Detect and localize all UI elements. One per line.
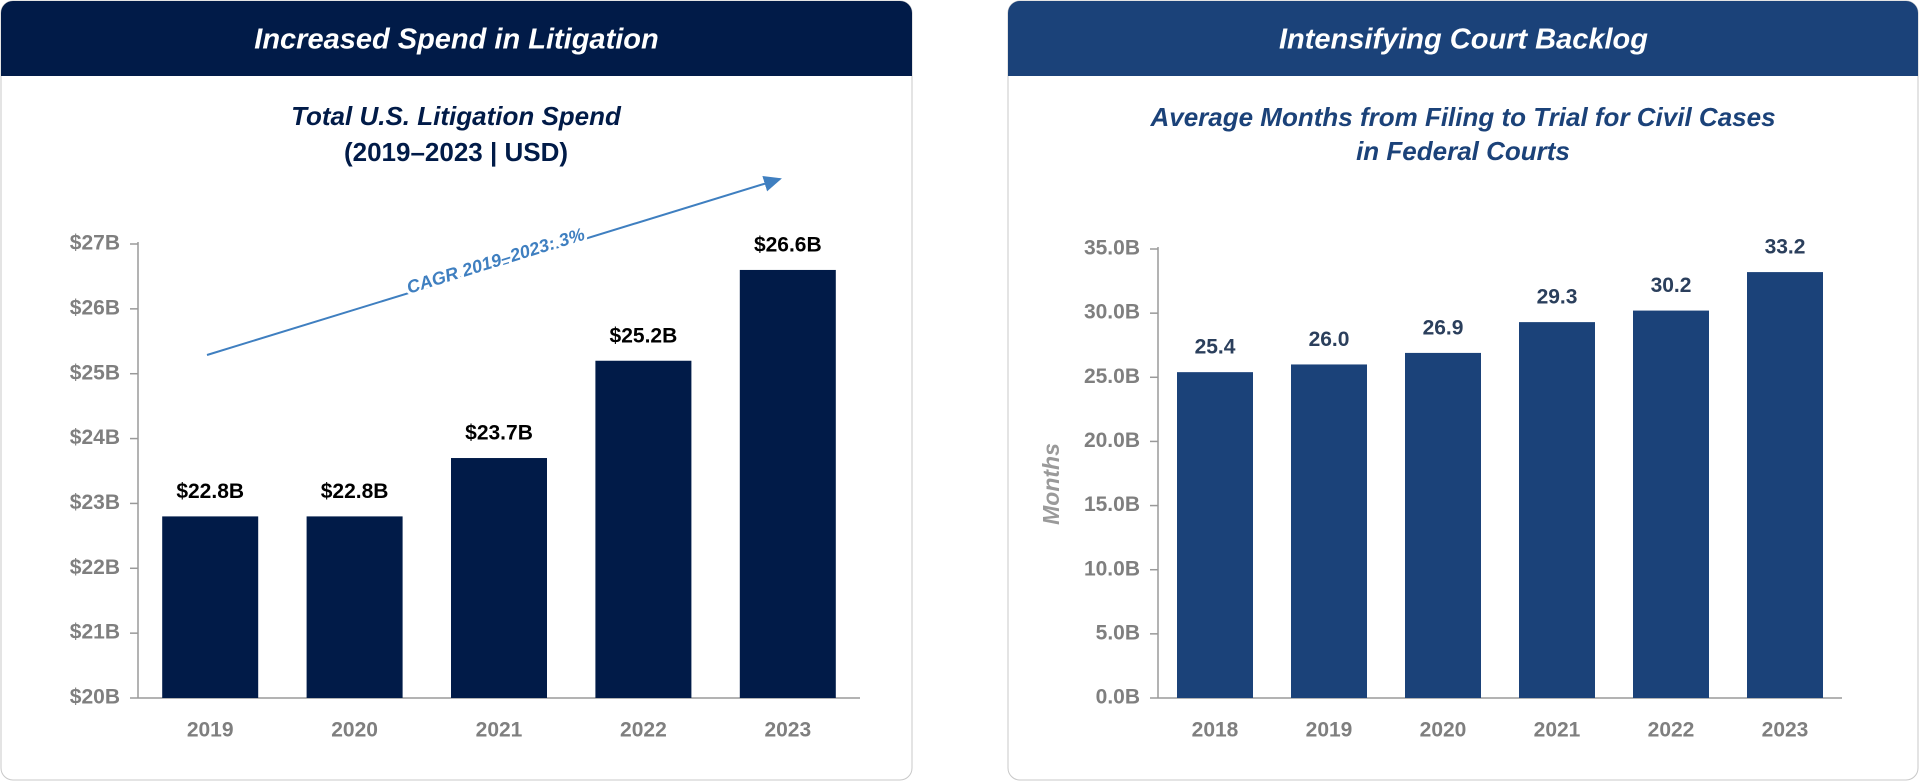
data-label: 25.4 — [1195, 336, 1236, 359]
bar — [1405, 352, 1481, 698]
y-tick-label: $20B — [70, 686, 120, 709]
y-tick-label: $24B — [70, 426, 120, 449]
y-tick-label: 5.0B — [1096, 621, 1140, 644]
x-tick-label: 2020 — [331, 719, 378, 742]
data-label: $22.8B — [176, 480, 244, 503]
y-tick-label: 0.0B — [1096, 686, 1140, 709]
bar — [1519, 322, 1595, 698]
y-tick-label: 20.0B — [1084, 429, 1140, 452]
y-tick-label: $21B — [70, 621, 120, 644]
bar — [451, 458, 547, 698]
y-tick-label: 35.0B — [1084, 237, 1140, 260]
x-tick-label: 2022 — [1648, 719, 1695, 742]
y-tick-label: $25B — [70, 361, 120, 384]
bar — [739, 269, 836, 698]
panel-title: Intensifying Court Backlog — [1279, 24, 1648, 56]
panel-header — [1, 1, 912, 76]
x-tick-label: 2020 — [1420, 719, 1467, 742]
x-tick-label: 2023 — [764, 719, 811, 742]
x-tick-label: 2021 — [1534, 719, 1581, 742]
chart-subtitle: (2019–2023 | USD) — [344, 137, 568, 167]
bar — [595, 360, 692, 698]
y-tick-label: $26B — [70, 296, 120, 319]
bar — [1177, 372, 1253, 698]
x-tick-label: 2019 — [187, 719, 234, 742]
y-tick-label: $23B — [70, 491, 120, 514]
data-label: 26.9 — [1423, 316, 1464, 339]
chart-title: Total U.S. Litigation Spend — [291, 101, 622, 131]
panel-title: Increased Spend in Litigation — [254, 24, 658, 56]
chart-title: in Federal Courts — [1356, 136, 1570, 166]
y-tick-label: 10.0B — [1084, 557, 1140, 580]
chart-title: Average Months from Filing to Trial for … — [1149, 102, 1775, 132]
panel-header — [1008, 1, 1918, 76]
x-tick-label: 2018 — [1192, 719, 1239, 742]
y-tick-label: $22B — [70, 556, 120, 579]
data-label: $25.2B — [610, 324, 678, 347]
y-tick-label: 15.0B — [1084, 493, 1140, 516]
bar — [1633, 310, 1709, 698]
y-axis-label: Months — [1038, 443, 1064, 525]
data-label: $26.6B — [754, 233, 822, 256]
y-tick-label: 30.0B — [1084, 301, 1140, 324]
x-tick-label: 2021 — [476, 719, 523, 742]
data-label: $23.7B — [465, 422, 533, 445]
data-label: $22.8B — [321, 480, 389, 503]
data-label: 33.2 — [1765, 236, 1806, 259]
x-tick-label: 2023 — [1762, 719, 1809, 742]
bar — [162, 516, 259, 698]
bar — [1747, 272, 1823, 698]
x-tick-label: 2019 — [1306, 719, 1353, 742]
x-tick-label: 2022 — [620, 719, 667, 742]
y-tick-label: $27B — [70, 232, 120, 255]
bar — [1291, 364, 1367, 698]
bar — [306, 516, 403, 698]
y-tick-label: 25.0B — [1084, 365, 1140, 388]
trend-arrow — [206, 176, 782, 356]
data-label: 26.0 — [1309, 328, 1350, 351]
data-label: 30.2 — [1651, 274, 1692, 297]
data-label: 29.3 — [1537, 286, 1578, 309]
